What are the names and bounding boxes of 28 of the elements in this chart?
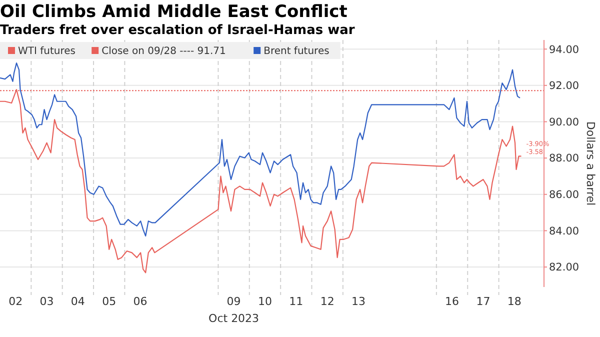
chart-subtitle: Traders fret over escalation of Israel-Hamas war [0,23,356,38]
x-tick-label: 11 [289,295,304,308]
y-tick-label: 84.00 [549,225,580,238]
x-tick-label: 10 [258,295,272,308]
x-tick-label: 06 [133,295,148,308]
legend-label: Close on 09/28 ---- 91.71 [102,46,226,57]
x-tick-label: 17 [476,295,490,308]
y-axis-title: Dollars a barrel [584,121,597,206]
x-axis-title: Oct 2023 [208,312,260,325]
y-tick-label: 92.00 [549,80,580,92]
x-tick-label: 05 [102,295,116,308]
chart-title: Oil Climbs Amid Middle East Conflict [0,2,348,22]
y-tick-label: 94.00 [549,44,580,56]
y-tick-label: 88.00 [549,152,580,165]
line-series [0,62,521,237]
x-tick-label: 03 [40,295,54,308]
legend-label: Brent futures [264,46,330,57]
x-tick-label: 09 [226,295,241,308]
x-tick-label: 12 [320,295,334,308]
x-tick-label: 13 [352,295,366,308]
y-tick-label: 86.00 [549,189,580,202]
y-tick-label: 90.00 [549,116,580,128]
x-tick-label: 18 [507,295,522,308]
x-tick-label: 04 [70,295,85,308]
x-tick-label: 16 [445,295,460,308]
x-tick-label: 02 [8,295,23,308]
y-tick-label: 82.00 [549,262,580,274]
legend-label: WTI futures [18,46,76,57]
